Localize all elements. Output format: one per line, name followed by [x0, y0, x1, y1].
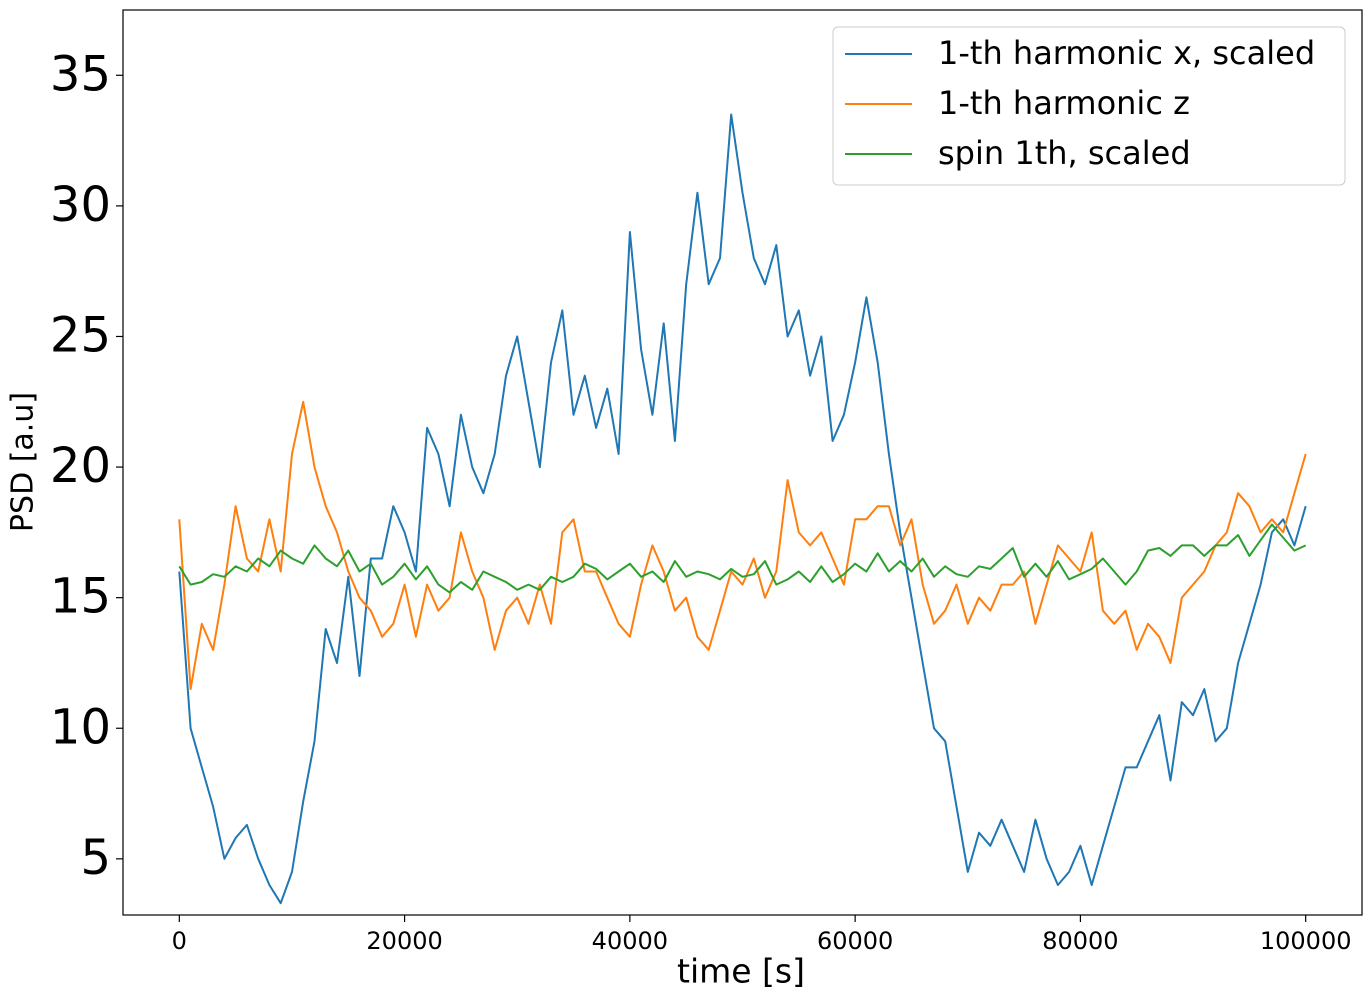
y-tick-label: 30	[50, 177, 111, 233]
legend-box	[832, 26, 1346, 186]
x-tick-label: 20000	[366, 927, 442, 955]
series-line	[178, 523, 1307, 594]
x-tick-label: 40000	[592, 927, 668, 955]
x-axis-label: time [s]	[677, 952, 805, 991]
legend-label: 1-th harmonic x, scaled	[938, 34, 1315, 72]
y-axis-label: PSD [a.u]	[6, 392, 41, 532]
y-tick-label: 10	[50, 699, 111, 755]
x-tick-label: 60000	[817, 927, 893, 955]
y-tick-label: 35	[50, 46, 111, 102]
x-tick-label: 80000	[1042, 927, 1118, 955]
x-tick-label: 100000	[1260, 927, 1352, 955]
x-tick-label: 0	[172, 927, 187, 955]
legend-label: 1-th harmonic z	[938, 84, 1190, 122]
series-line	[178, 113, 1307, 905]
y-tick-label: 25	[50, 307, 111, 363]
series-line	[178, 400, 1307, 691]
legend-label: spin 1th, scaled	[938, 134, 1191, 172]
y-tick-label: 20	[50, 438, 111, 494]
plot-frame	[122, 9, 1363, 916]
y-tick-label: 5	[80, 830, 111, 886]
y-tick-label: 15	[50, 569, 111, 625]
